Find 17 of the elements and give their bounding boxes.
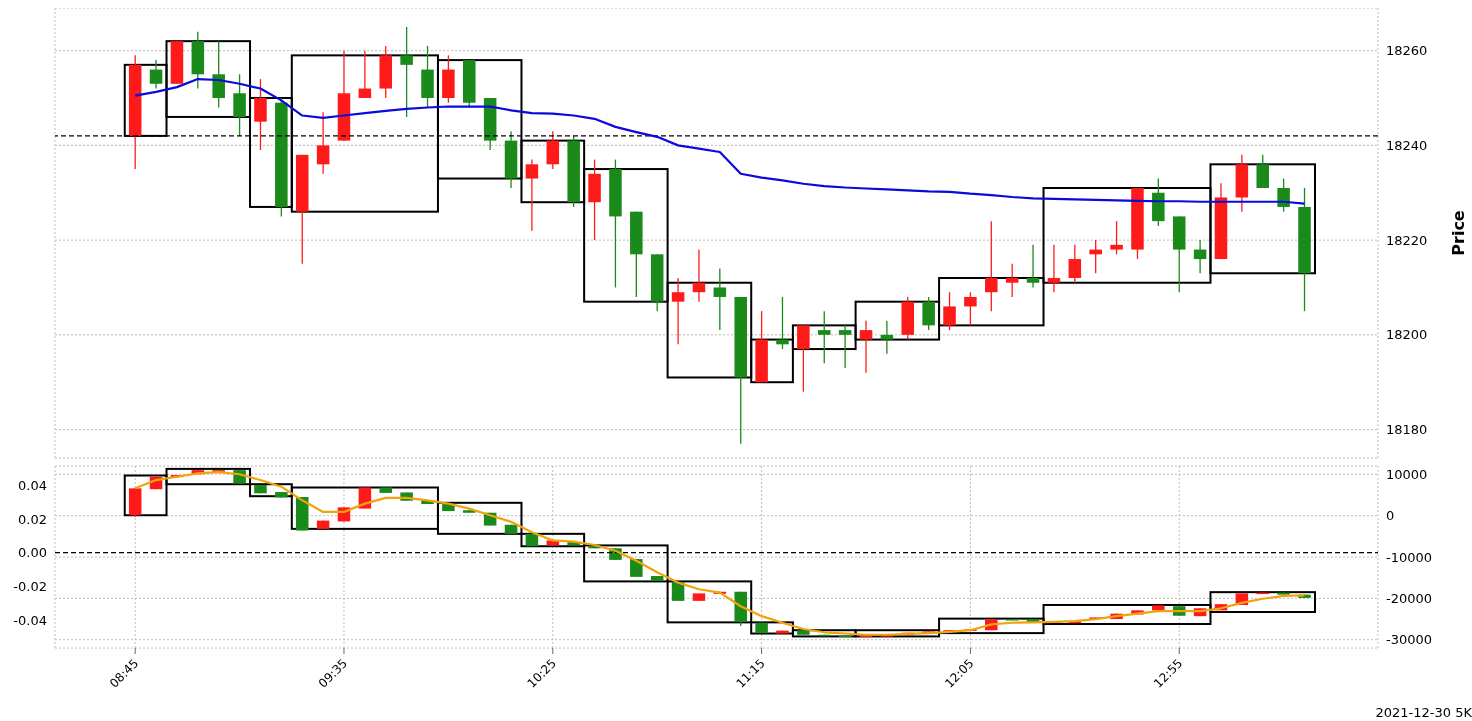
y-tick-label: -0.04 — [13, 612, 47, 628]
y-tick-label: 18180 — [1386, 422, 1428, 438]
y-tick-label: 0.04 — [18, 477, 47, 493]
y-tick-label: -0.02 — [13, 579, 47, 595]
y-tick-label: 0.02 — [18, 511, 47, 527]
y2-tick-label: -30000 — [1386, 632, 1433, 648]
text: 2021-12-30 5K — [1374, 705, 1472, 720]
y2-tick-label: -20000 — [1386, 590, 1433, 606]
y-axis-title: Price — [1448, 210, 1468, 256]
y2-tick-label: 0 — [1386, 508, 1395, 524]
y-tick-label: 18240 — [1386, 137, 1428, 153]
y-tick-label: 18260 — [1386, 43, 1428, 59]
y-tick-label: 0.00 — [18, 545, 47, 561]
y-tick-label: 18220 — [1386, 232, 1428, 248]
y-tick-label: 18200 — [1386, 327, 1428, 343]
y2-tick-label: -10000 — [1386, 549, 1433, 565]
y2-tick-label: 10000 — [1386, 466, 1428, 482]
